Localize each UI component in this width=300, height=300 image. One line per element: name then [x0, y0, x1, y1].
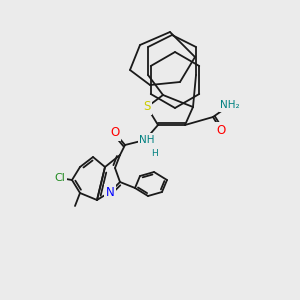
Text: O: O: [110, 127, 120, 140]
Text: NH₂: NH₂: [220, 100, 240, 110]
Text: S: S: [143, 100, 151, 113]
Text: N: N: [106, 185, 114, 199]
Text: H: H: [152, 149, 158, 158]
Text: NH: NH: [139, 135, 155, 145]
Text: Cl: Cl: [55, 173, 65, 183]
Text: O: O: [216, 124, 226, 136]
